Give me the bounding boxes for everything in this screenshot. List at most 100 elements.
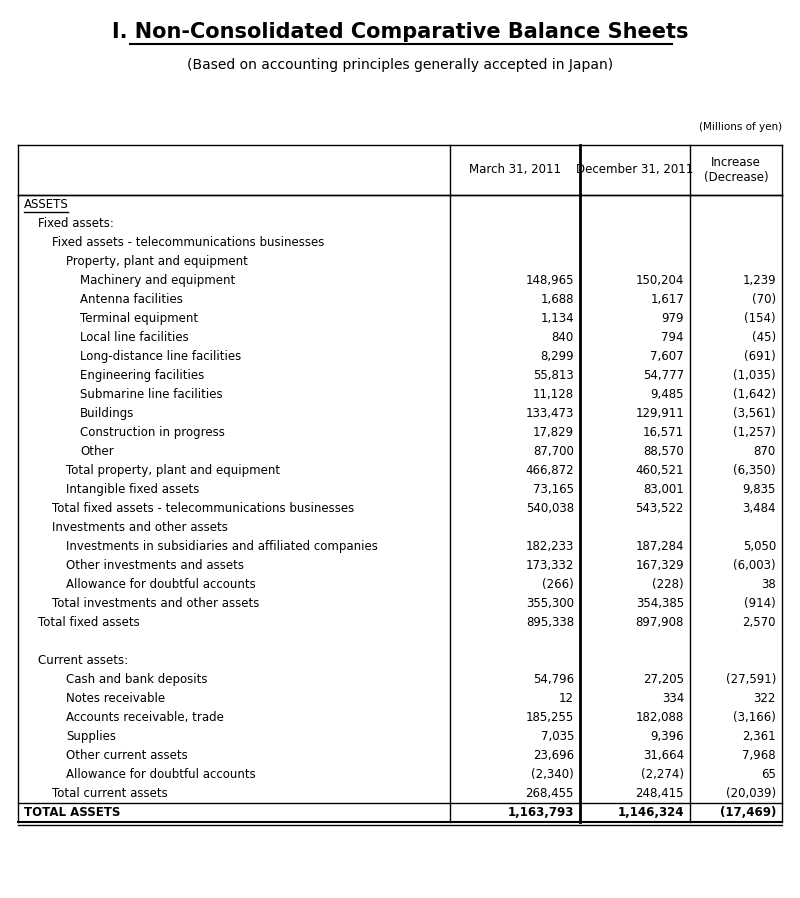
Text: Machinery and equipment: Machinery and equipment <box>80 274 235 287</box>
Text: (2,274): (2,274) <box>641 768 684 781</box>
Text: TOTAL ASSETS: TOTAL ASSETS <box>24 806 120 819</box>
Text: 895,338: 895,338 <box>526 616 574 629</box>
Text: 182,088: 182,088 <box>636 711 684 724</box>
Text: 11,128: 11,128 <box>533 388 574 401</box>
Text: Total property, plant and equipment: Total property, plant and equipment <box>66 464 280 477</box>
Text: (2,340): (2,340) <box>531 768 574 781</box>
Text: 5,050: 5,050 <box>742 540 776 553</box>
Text: Buildings: Buildings <box>80 407 134 420</box>
Text: 1,146,324: 1,146,324 <box>618 806 684 819</box>
Text: 133,473: 133,473 <box>526 407 574 420</box>
Text: 12: 12 <box>559 692 574 705</box>
Text: I. Non-Consolidated Comparative Balance Sheets: I. Non-Consolidated Comparative Balance … <box>112 22 688 42</box>
Text: 16,571: 16,571 <box>643 426 684 439</box>
Text: Allowance for doubtful accounts: Allowance for doubtful accounts <box>66 578 256 591</box>
Text: (6,350): (6,350) <box>734 464 776 477</box>
Text: Notes receivable: Notes receivable <box>66 692 165 705</box>
Text: 87,700: 87,700 <box>533 445 574 458</box>
Text: Investments in subsidiaries and affiliated companies: Investments in subsidiaries and affiliat… <box>66 540 378 553</box>
Text: (20,039): (20,039) <box>726 787 776 800</box>
Text: 129,911: 129,911 <box>635 407 684 420</box>
Text: 1,688: 1,688 <box>541 293 574 306</box>
Text: (266): (266) <box>542 578 574 591</box>
Text: 466,872: 466,872 <box>526 464 574 477</box>
Text: 870: 870 <box>754 445 776 458</box>
Text: Terminal equipment: Terminal equipment <box>80 312 198 325</box>
Text: 268,455: 268,455 <box>526 787 574 800</box>
Text: ASSETS: ASSETS <box>24 198 69 211</box>
Text: Total fixed assets: Total fixed assets <box>38 616 140 629</box>
Text: 543,522: 543,522 <box>636 502 684 515</box>
Text: 31,664: 31,664 <box>643 749 684 762</box>
Text: (70): (70) <box>752 293 776 306</box>
Text: 840: 840 <box>552 331 574 344</box>
Text: (3,166): (3,166) <box>733 711 776 724</box>
Text: 65: 65 <box>761 768 776 781</box>
Text: 148,965: 148,965 <box>526 274 574 287</box>
Text: (17,469): (17,469) <box>720 806 776 819</box>
Text: (27,591): (27,591) <box>726 673 776 686</box>
Text: 8,299: 8,299 <box>540 350 574 363</box>
Text: 979: 979 <box>662 312 684 325</box>
Text: Other investments and assets: Other investments and assets <box>66 559 244 572</box>
Text: 185,255: 185,255 <box>526 711 574 724</box>
Text: (228): (228) <box>652 578 684 591</box>
Text: 2,570: 2,570 <box>742 616 776 629</box>
Text: 897,908: 897,908 <box>636 616 684 629</box>
Text: 173,332: 173,332 <box>526 559 574 572</box>
Text: (691): (691) <box>744 350 776 363</box>
Text: 794: 794 <box>662 331 684 344</box>
Text: Other: Other <box>80 445 114 458</box>
Text: Other current assets: Other current assets <box>66 749 188 762</box>
Text: 38: 38 <box>762 578 776 591</box>
Text: 460,521: 460,521 <box>635 464 684 477</box>
Text: Fixed assets:: Fixed assets: <box>38 217 114 230</box>
Text: Property, plant and equipment: Property, plant and equipment <box>66 255 248 268</box>
Text: December 31, 2011: December 31, 2011 <box>576 163 694 177</box>
Text: 3,484: 3,484 <box>742 502 776 515</box>
Text: Current assets:: Current assets: <box>38 654 128 667</box>
Text: 540,038: 540,038 <box>526 502 574 515</box>
Text: Antenna facilities: Antenna facilities <box>80 293 183 306</box>
Text: 1,617: 1,617 <box>650 293 684 306</box>
Text: (1,642): (1,642) <box>733 388 776 401</box>
Text: 7,607: 7,607 <box>650 350 684 363</box>
Text: 23,696: 23,696 <box>533 749 574 762</box>
Text: 7,035: 7,035 <box>541 730 574 743</box>
Text: 182,233: 182,233 <box>526 540 574 553</box>
Text: (154): (154) <box>744 312 776 325</box>
Text: 1,163,793: 1,163,793 <box>508 806 574 819</box>
Text: (3,561): (3,561) <box>734 407 776 420</box>
Text: Supplies: Supplies <box>66 730 116 743</box>
Text: Fixed assets - telecommunications businesses: Fixed assets - telecommunications busine… <box>52 236 324 249</box>
Text: (1,035): (1,035) <box>734 369 776 382</box>
Text: Construction in progress: Construction in progress <box>80 426 225 439</box>
Text: 167,329: 167,329 <box>635 559 684 572</box>
Text: (6,003): (6,003) <box>734 559 776 572</box>
Text: 88,570: 88,570 <box>643 445 684 458</box>
Text: 9,396: 9,396 <box>650 730 684 743</box>
Text: Accounts receivable, trade: Accounts receivable, trade <box>66 711 224 724</box>
Text: 150,204: 150,204 <box>636 274 684 287</box>
Text: Intangible fixed assets: Intangible fixed assets <box>66 483 199 496</box>
Text: 55,813: 55,813 <box>534 369 574 382</box>
Text: 334: 334 <box>662 692 684 705</box>
Text: Local line facilities: Local line facilities <box>80 331 189 344</box>
Text: 9,835: 9,835 <box>742 483 776 496</box>
Text: 322: 322 <box>754 692 776 705</box>
Text: Allowance for doubtful accounts: Allowance for doubtful accounts <box>66 768 256 781</box>
Text: 27,205: 27,205 <box>643 673 684 686</box>
Text: 83,001: 83,001 <box>643 483 684 496</box>
Text: Total current assets: Total current assets <box>52 787 168 800</box>
Text: 17,829: 17,829 <box>533 426 574 439</box>
Text: 1,239: 1,239 <box>742 274 776 287</box>
Text: Increase
(Decrease): Increase (Decrease) <box>704 156 768 184</box>
Text: Cash and bank deposits: Cash and bank deposits <box>66 673 207 686</box>
Text: Submarine line facilities: Submarine line facilities <box>80 388 222 401</box>
Text: Engineering facilities: Engineering facilities <box>80 369 204 382</box>
Text: 9,485: 9,485 <box>650 388 684 401</box>
Text: 248,415: 248,415 <box>635 787 684 800</box>
Text: 354,385: 354,385 <box>636 597 684 610</box>
Text: 1,134: 1,134 <box>540 312 574 325</box>
Text: (Millions of yen): (Millions of yen) <box>699 122 782 132</box>
